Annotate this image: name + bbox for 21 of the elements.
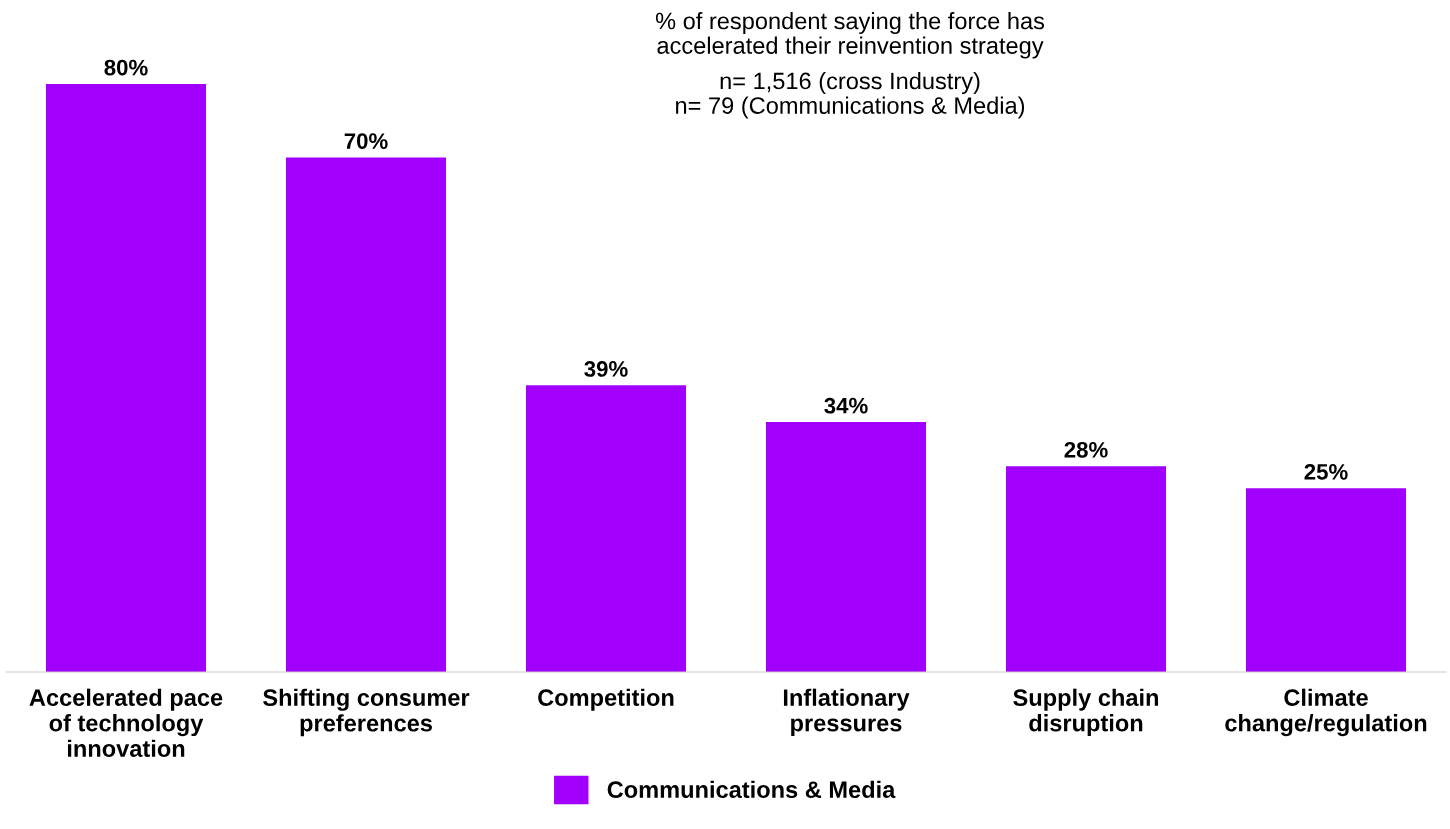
x-tick-label: Shifting consumer preferences [263, 688, 470, 737]
bar [45, 84, 207, 672]
bar [1245, 488, 1407, 672]
bar [285, 157, 447, 672]
data-label: 39% [584, 361, 628, 377]
bar [765, 422, 927, 672]
data-label: 34% [824, 397, 868, 414]
bar [525, 385, 687, 672]
legend-label: Communications & Media [607, 780, 896, 799]
chart-title: % of respondent saying the force has accelerated their reinvention strategy [655, 12, 1045, 59]
data-label: 25% [1304, 463, 1348, 480]
data-label: 70% [344, 133, 388, 149]
x-tick-label: Accelerated pace of technology innovation [29, 688, 223, 757]
data-label: 28% [1064, 441, 1108, 458]
data-label: 80% [104, 59, 148, 76]
x-tick-label: Inflationary pressures [783, 688, 910, 737]
chart-subtitle: n= 1,516 (cross Industry) n= 79 (Communications & Media) [676, 72, 1025, 119]
x-tick-label: Climate change/regulation [1225, 688, 1427, 737]
x-tick-label: Competition [538, 688, 674, 711]
x-tick-label: Supply chain disruption [1013, 688, 1159, 737]
bar [1005, 466, 1167, 672]
